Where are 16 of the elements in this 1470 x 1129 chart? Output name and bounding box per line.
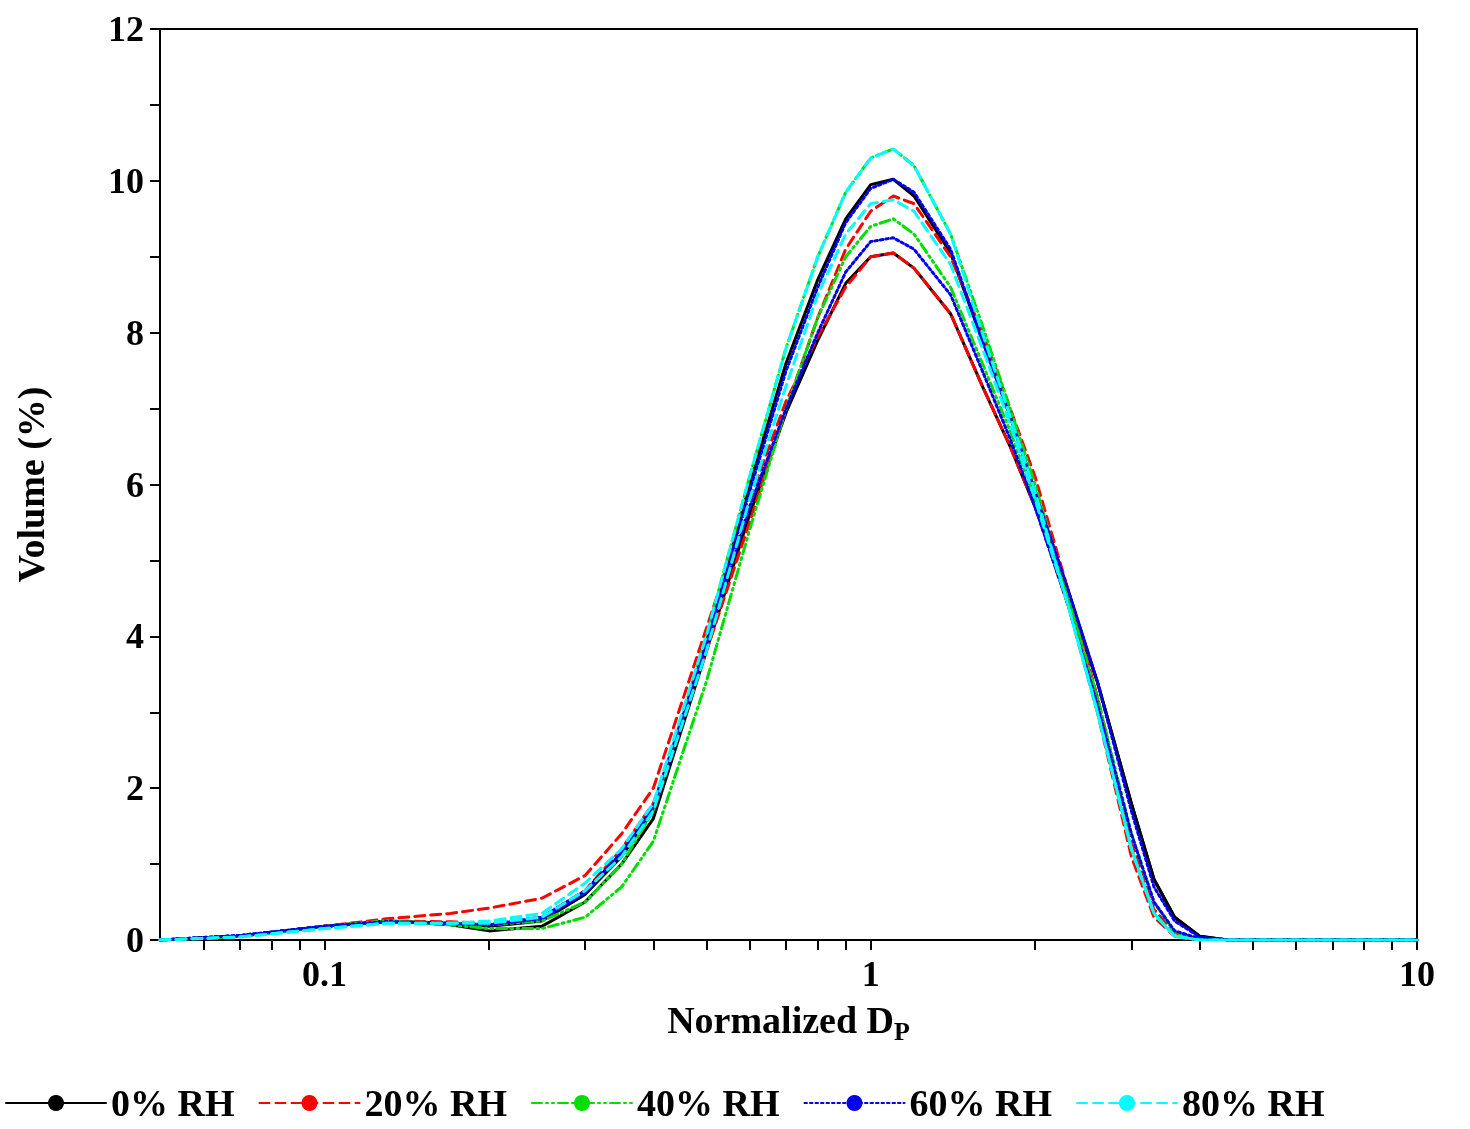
y-tick-label: 10 — [108, 160, 144, 201]
x-tick-label: 10 — [1399, 954, 1435, 994]
y-tick-label: 8 — [126, 312, 144, 353]
y-tick-label: 6 — [126, 464, 144, 505]
y-tick-label: 12 — [108, 9, 144, 49]
legend-label: 40% RH — [637, 1082, 780, 1124]
x-tick-label: 0.1 — [301, 954, 347, 994]
y-tick-label: 4 — [126, 616, 144, 657]
x-tick-label: 1 — [861, 954, 880, 994]
legend-label: 80% RH — [1182, 1082, 1325, 1124]
legend-label: 0% RH — [111, 1082, 235, 1124]
y-tick-label: 0 — [126, 920, 144, 960]
y-tick-label: 2 — [126, 768, 144, 809]
legend-label: 20% RH — [364, 1082, 507, 1124]
y-axis-title: Volume (%) — [10, 386, 53, 583]
legend-label: 60% RH — [909, 1082, 1052, 1124]
